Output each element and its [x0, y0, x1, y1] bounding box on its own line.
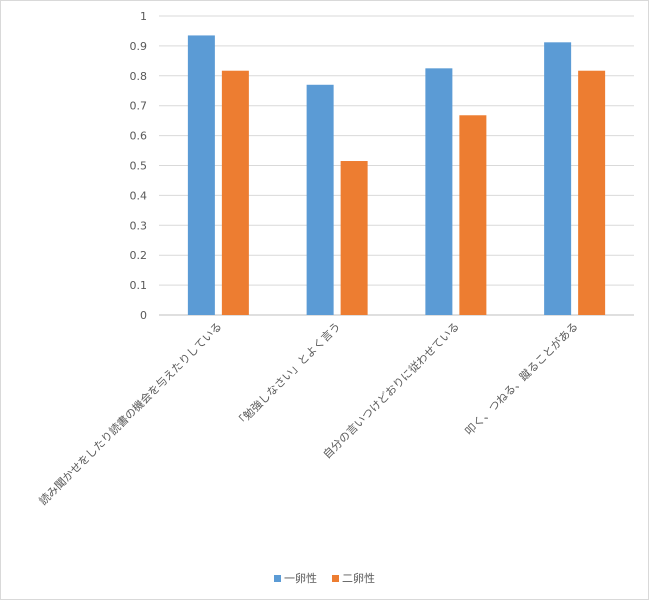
bar	[187, 35, 215, 316]
legend-swatch	[332, 575, 339, 582]
y-axis-ticks: 0 0.1 0.2 0.3 0.4 0.5 0.6 0.7 0.8 0.9 1	[130, 10, 148, 322]
legend-label: 一卵性	[284, 571, 317, 585]
y-tick-label: 0.7	[130, 100, 148, 113]
y-tick-label: 1	[140, 10, 147, 23]
y-tick-label: 0.3	[130, 219, 148, 232]
y-tick-label: 0.8	[130, 70, 148, 83]
bar	[544, 42, 572, 315]
bar	[340, 161, 368, 315]
y-tick-label: 0.2	[130, 249, 148, 262]
bar	[459, 115, 487, 315]
y-tick-label: 0	[140, 309, 147, 322]
y-tick-label: 0.4	[130, 189, 148, 202]
y-tick-label: 0.6	[130, 130, 148, 143]
bar	[578, 70, 606, 315]
legend-label: 二卵性	[342, 571, 375, 585]
x-category-label: 読み聞かせをしたり読書の機会を与えたりしている	[36, 319, 225, 508]
y-tick-label: 0.9	[130, 40, 148, 53]
legend: 一卵性 二卵性	[274, 571, 375, 585]
y-tick-label: 0.1	[130, 279, 148, 292]
bars	[187, 35, 606, 316]
x-category-label: 叩く、つねる、蹴ることがある	[462, 319, 581, 438]
bar	[221, 70, 249, 315]
y-tick-label: 0.5	[130, 160, 148, 173]
bar	[306, 84, 334, 316]
x-category-label: 自分の言いつけどおりに従わせている	[321, 320, 462, 461]
legend-swatch	[274, 575, 281, 582]
x-category-label: 「勉強しなさい」とよく言う	[232, 319, 343, 430]
bar	[425, 68, 453, 315]
x-axis-labels: 読み聞かせをしたり読書の機会を与えたりしている 「勉強しなさい」とよく言う自分の言…	[36, 319, 581, 508]
